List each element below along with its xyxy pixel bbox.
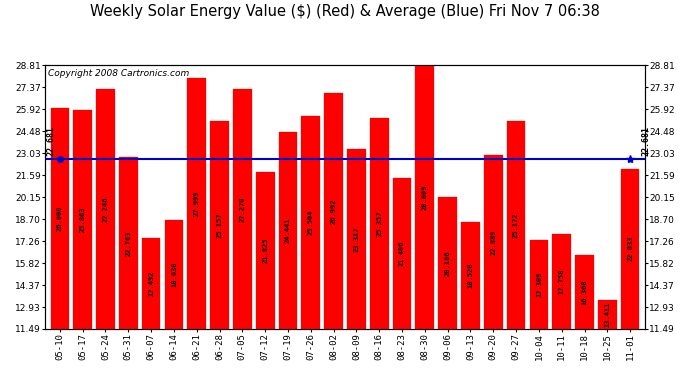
Bar (438, 196, 457, 329)
Bar (370, 118, 388, 329)
Text: Copyright 2008 Cartronics.com: Copyright 2008 Cartronics.com (48, 69, 189, 78)
Bar (141, 238, 161, 329)
Bar (621, 168, 640, 329)
Text: 22.889: 22.889 (491, 230, 496, 255)
Bar (119, 158, 137, 329)
Text: 18.630: 18.630 (171, 262, 177, 287)
Text: 27.246: 27.246 (103, 196, 108, 222)
Text: 24.441: 24.441 (285, 217, 291, 243)
Text: 25.357: 25.357 (376, 211, 382, 236)
Text: 18.520: 18.520 (467, 263, 473, 288)
Bar (165, 220, 184, 329)
Bar (188, 78, 206, 329)
Text: 17.758: 17.758 (559, 268, 564, 294)
Text: 17.492: 17.492 (148, 270, 154, 296)
Text: 25.504: 25.504 (308, 210, 314, 235)
Bar (324, 93, 343, 329)
Text: 23.317: 23.317 (353, 226, 359, 252)
Bar (279, 132, 297, 329)
Bar (96, 89, 115, 329)
Bar (50, 108, 69, 329)
Bar (233, 89, 252, 329)
Text: 25.172: 25.172 (513, 212, 519, 238)
Text: 25.863: 25.863 (79, 207, 86, 232)
Bar (256, 172, 275, 329)
Text: 22.681: 22.681 (642, 126, 651, 156)
Bar (347, 149, 366, 329)
Text: 27.999: 27.999 (194, 190, 199, 216)
Text: 21.825: 21.825 (262, 238, 268, 263)
Bar (484, 156, 502, 329)
Text: 21.406: 21.406 (399, 241, 405, 266)
Text: 17.309: 17.309 (536, 272, 542, 297)
Text: 22.763: 22.763 (126, 230, 131, 256)
Bar (210, 121, 229, 329)
Text: 22.033: 22.033 (627, 236, 633, 261)
Bar (302, 116, 320, 329)
Bar (415, 65, 434, 329)
Text: 28.809: 28.809 (422, 184, 428, 210)
Bar (73, 110, 92, 329)
Bar (393, 178, 411, 329)
Text: 27.270: 27.270 (239, 196, 246, 222)
Text: 13.411: 13.411 (604, 302, 611, 327)
Bar (575, 255, 594, 329)
Text: 22.681: 22.681 (46, 126, 55, 156)
Bar (461, 222, 480, 329)
Bar (506, 121, 525, 329)
Text: 16.368: 16.368 (582, 279, 587, 304)
Text: 26.992: 26.992 (331, 198, 337, 224)
Bar (529, 240, 549, 329)
Text: Weekly Solar Energy Value ($) (Red) & Average (Blue) Fri Nov 7 06:38: Weekly Solar Energy Value ($) (Red) & Av… (90, 4, 600, 19)
Bar (553, 234, 571, 329)
Text: 25.157: 25.157 (217, 212, 223, 238)
Bar (598, 300, 617, 329)
Text: 20.186: 20.186 (444, 250, 451, 276)
Text: 26.000: 26.000 (57, 206, 63, 231)
